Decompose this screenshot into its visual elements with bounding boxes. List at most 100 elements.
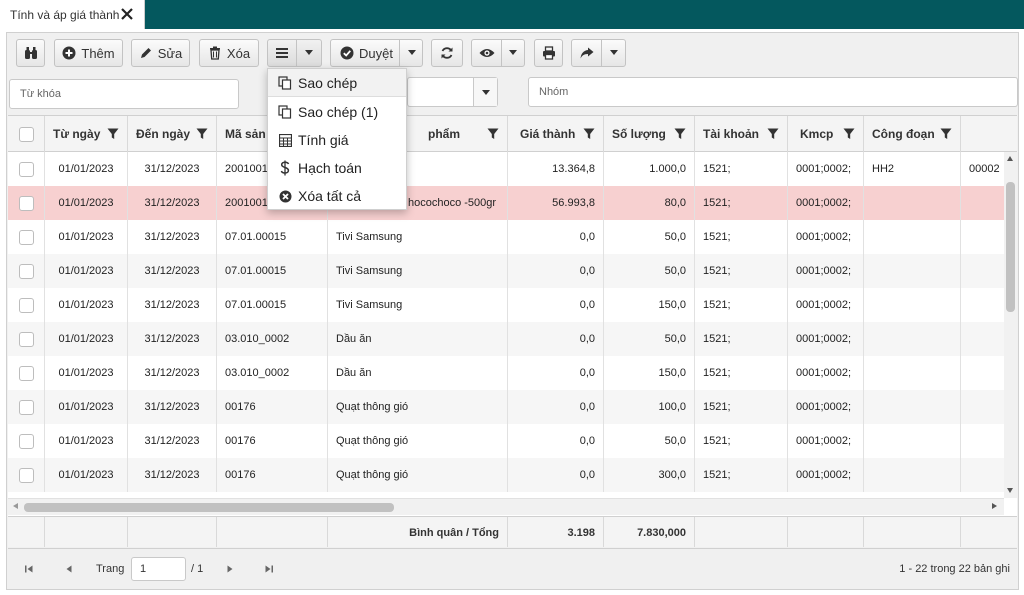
menu-item-copy[interactable]: Sao chép <box>268 69 406 97</box>
row-checkbox[interactable] <box>18 229 34 245</box>
account-cell: 1521; <box>695 390 788 424</box>
row-select-cell <box>8 390 45 424</box>
row-checkbox[interactable] <box>18 331 34 347</box>
refresh-button[interactable] <box>431 39 463 67</box>
last-page-icon[interactable] <box>263 563 275 575</box>
col-header-stage[interactable]: Công đoạn <box>864 116 961 152</box>
menu-item-accounting[interactable]: Hạch toán <box>268 154 406 182</box>
table-row[interactable]: 01/01/2023 31/12/2023 03.010_0002 Dầu ăn 0,0… <box>8 356 1017 390</box>
menu-item-delete-all[interactable]: Xóa tất cả <box>268 182 406 210</box>
row-checkbox[interactable] <box>18 263 34 279</box>
horizontal-scrollbar[interactable] <box>8 498 1004 515</box>
table-row[interactable]: 01/01/2023 31/12/2023 07.01.00015 Tivi Sams… <box>8 220 1017 254</box>
stage-cell: HH2 <box>864 152 961 186</box>
price-cell: 56.993,8 <box>508 186 604 220</box>
menu-item-copy-1[interactable]: Sao chép (1) <box>268 98 406 126</box>
filter-icon[interactable] <box>107 128 119 140</box>
table-row[interactable]: 01/01/2023 31/12/2023 03.010_0002 Dầu ăn 0,0… <box>8 322 1017 356</box>
account-cell: 1521; <box>695 424 788 458</box>
data-grid: Từ ngày Đến ngày Mã sản phẩm Giá thành S… <box>8 115 1017 547</box>
filter-icon[interactable] <box>196 128 208 140</box>
table-row[interactable]: 01/01/2023 31/12/2023 00176 Quạt thông gió 0… <box>8 458 1017 492</box>
product-name-cell: Dầu ăn <box>328 322 508 356</box>
prev-page-icon[interactable] <box>63 563 75 575</box>
table-row[interactable]: 01/01/2023 31/12/2023 2001001 13.364,8 1.000… <box>8 152 1017 186</box>
binoculars-icon <box>24 47 37 59</box>
view-button[interactable] <box>471 39 525 67</box>
to-date-cell: 31/12/2023 <box>128 322 217 356</box>
scroll-right-arrow[interactable] <box>992 503 997 509</box>
filter-icon[interactable] <box>843 128 855 140</box>
add-button[interactable]: Thêm <box>54 39 123 67</box>
scroll-left-arrow[interactable] <box>13 503 18 509</box>
delete-button[interactable]: Xóa <box>199 39 259 67</box>
search-button[interactable] <box>16 39 45 67</box>
scroll-down-arrow[interactable] <box>1007 488 1013 493</box>
col-header-product-name[interactable]: phẩm <box>328 116 508 152</box>
main-panel: Thêm Sửa Xóa Duyệt <box>6 32 1019 590</box>
product-code-cell: 00176 <box>217 390 328 424</box>
chevron-down-icon <box>408 50 416 55</box>
scroll-up-arrow[interactable] <box>1007 156 1013 161</box>
row-checkbox[interactable] <box>18 365 34 381</box>
keyword-input[interactable]: Từ khóa <box>9 79 239 109</box>
menu-item-calculate-price[interactable]: Tính giá <box>268 126 406 154</box>
more-menu-button[interactable] <box>267 39 322 67</box>
quantity-cell: 150,0 <box>604 356 695 390</box>
vertical-scroll-thumb[interactable] <box>1006 182 1015 312</box>
filter-select[interactable] <box>407 77 498 107</box>
to-date-cell: 31/12/2023 <box>128 458 217 492</box>
print-button[interactable] <box>534 39 563 67</box>
first-page-icon[interactable] <box>23 563 35 575</box>
row-checkbox[interactable] <box>18 195 34 211</box>
row-checkbox[interactable] <box>18 467 34 483</box>
row-checkbox[interactable] <box>18 161 34 177</box>
chevron-down-icon <box>610 50 618 55</box>
refresh-icon <box>441 47 453 59</box>
quantity-cell: 80,0 <box>604 186 695 220</box>
horizontal-scroll-thumb[interactable] <box>24 503 394 512</box>
filter-icon[interactable] <box>767 128 779 140</box>
kmcp-cell: 0001;0002; <box>788 322 864 356</box>
edit-button[interactable]: Sửa <box>131 39 190 67</box>
stage-cell <box>864 288 961 322</box>
next-page-icon[interactable] <box>224 563 236 575</box>
col-header-extra[interactable] <box>961 116 1017 152</box>
select-toggle[interactable] <box>473 78 497 106</box>
product-code-cell: 00176 <box>217 458 328 492</box>
col-header-kmcp[interactable]: Kmcp <box>788 116 864 152</box>
table-row[interactable]: 01/01/2023 31/12/2023 07.01.00015 Tivi Sams… <box>8 254 1017 288</box>
col-header-quantity[interactable]: Số lượng <box>604 116 695 152</box>
price-cell: 0,0 <box>508 254 604 288</box>
filter-icon[interactable] <box>674 128 686 140</box>
share-button[interactable] <box>571 39 626 67</box>
filter-icon[interactable] <box>487 128 499 140</box>
row-checkbox[interactable] <box>18 433 34 449</box>
col-header-price[interactable]: Giá thành <box>508 116 604 152</box>
row-checkbox[interactable] <box>18 297 34 313</box>
filter-icon[interactable] <box>583 128 595 140</box>
filter-icon[interactable] <box>940 128 952 140</box>
group-input[interactable]: Nhóm <box>528 77 1018 107</box>
pager: Trang 1 / 1 1 - 22 trong 22 bản ghi <box>8 548 1017 588</box>
table-row[interactable]: 01/01/2023 31/12/2023 07.01.00015 Tivi Sams… <box>8 288 1017 322</box>
page-number-input[interactable]: 1 <box>131 557 186 581</box>
approve-button[interactable]: Duyệt <box>330 39 423 67</box>
table-row[interactable]: 01/01/2023 31/12/2023 2001001 hocochoco -50… <box>8 186 1017 220</box>
product-name-cell <box>328 152 508 186</box>
product-code-cell: 03.010_0002 <box>217 356 328 390</box>
calculator-icon <box>278 133 292 147</box>
row-select-cell <box>8 220 45 254</box>
tab-pricing[interactable]: Tính và áp giá thành <box>0 0 145 29</box>
col-header-to-date[interactable]: Đến ngày <box>128 116 217 152</box>
col-header-from-date[interactable]: Từ ngày <box>45 116 128 152</box>
table-row[interactable]: 01/01/2023 31/12/2023 00176 Quạt thông gió 0… <box>8 424 1017 458</box>
select-all-checkbox[interactable] <box>18 126 34 142</box>
vertical-scrollbar[interactable] <box>1004 152 1017 498</box>
row-checkbox[interactable] <box>18 399 34 415</box>
table-row[interactable]: 01/01/2023 31/12/2023 00176 Quạt thông gió 0… <box>8 390 1017 424</box>
close-icon[interactable] <box>120 7 134 21</box>
to-date-cell: 31/12/2023 <box>128 152 217 186</box>
col-header-account[interactable]: Tài khoản <box>695 116 788 152</box>
from-date-cell: 01/01/2023 <box>45 186 128 220</box>
